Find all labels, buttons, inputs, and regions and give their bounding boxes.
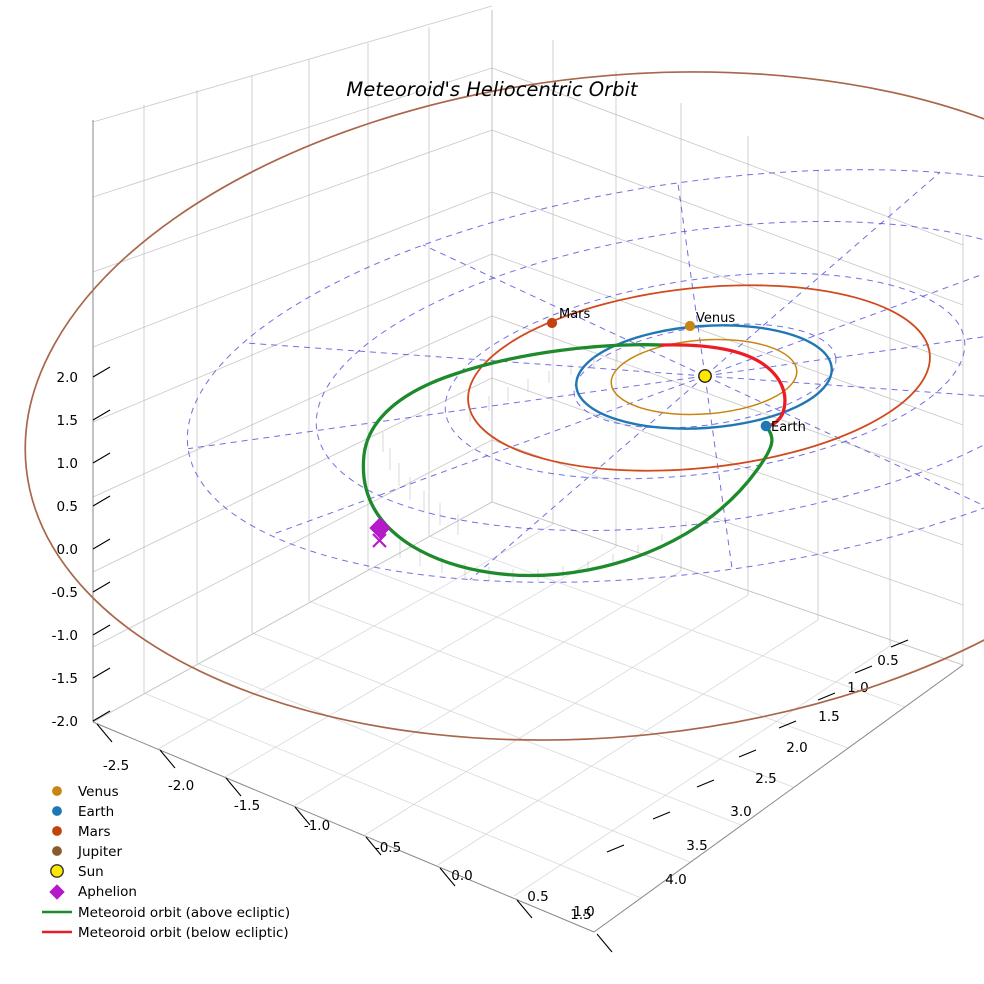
meteoroid-orbit-below-ecliptic: [660, 343, 787, 428]
y-tick-label: 2.5: [755, 771, 776, 787]
circle-marker: [50, 864, 64, 878]
y-axis-ticks: [606, 639, 909, 853]
circle-marker: [52, 786, 62, 796]
jupiter-orbit: [24, 71, 984, 741]
x-tick-label: -1.0: [304, 818, 330, 834]
x-axis-ticks: [96, 723, 613, 953]
legend-label: Sun: [78, 864, 104, 880]
circle-marker: [52, 806, 62, 816]
y-tick-label: 2.0: [786, 740, 807, 756]
z-axis-ticklabels: 2.0 1.5 1.0 0.5 0.0 -0.5 -1.0 -1.5 -2.0: [52, 370, 78, 730]
earth-orbit: [575, 324, 833, 430]
aphelion-projection-x-marker: [372, 533, 387, 548]
axis-lines: [92, 120, 964, 933]
x-tick-label: -2.5: [103, 758, 129, 774]
circle-marker: [52, 846, 62, 856]
legend-item-meteoroid-below[interactable]: Meteoroid orbit (below ecliptic): [42, 925, 289, 941]
legend-label: Venus: [78, 784, 119, 800]
earth-label: Earth: [771, 420, 806, 435]
legend-item-jupiter[interactable]: Jupiter: [52, 844, 123, 860]
legend-item-aphelion[interactable]: Aphelion: [49, 884, 137, 900]
legend-label: Earth: [78, 804, 114, 820]
x-tick-label: -0.5: [375, 840, 401, 856]
earth-marker: [760, 420, 772, 432]
legend: Venus Earth Mars Jupiter Sun: [42, 784, 290, 941]
y-tick-label: 3.5: [686, 838, 707, 854]
venus-marker: [684, 320, 696, 332]
diamond-marker: [49, 884, 65, 900]
mars-marker: [546, 317, 558, 329]
y-tick-label: 1.5: [818, 709, 839, 725]
legend-label: Meteoroid orbit (above ecliptic): [78, 905, 290, 921]
x-tick-label-last: 1.5: [570, 907, 591, 923]
z-tick-label: 1.5: [57, 413, 78, 429]
z-tick-label: -2.0: [52, 714, 78, 730]
venus-orbit: [610, 338, 798, 416]
right-wall-grid: [491, 10, 964, 666]
y-tick-label: 3.0: [730, 804, 751, 820]
aphelion-diamond-marker: [369, 517, 391, 539]
venus-label: Venus: [696, 311, 735, 326]
y-tick-label: 1.0: [847, 680, 868, 696]
circle-marker: [52, 826, 62, 836]
z-tick-label: 2.0: [57, 370, 78, 386]
z-tick-label: -1.5: [52, 671, 78, 687]
z-tick-label: -1.0: [52, 628, 78, 644]
x-tick-label: 0.0: [451, 868, 472, 884]
legend-item-earth[interactable]: Earth: [52, 804, 115, 820]
legend-item-venus[interactable]: Venus: [52, 784, 119, 800]
legend-item-mars[interactable]: Mars: [52, 824, 111, 840]
legend-item-sun[interactable]: Sun: [50, 864, 104, 880]
sun-marker: [698, 369, 712, 383]
y-tick-label: 4.0: [665, 872, 686, 888]
legend-label: Jupiter: [77, 844, 122, 860]
x-axis-ticklabels: -2.5 -2.0 -1.5 -1.0 -0.5 0.0 0.5 1.0 1.5: [103, 758, 595, 923]
z-tick-label: 1.0: [57, 456, 78, 472]
mars-orbit: [467, 284, 931, 472]
legend-item-meteoroid-above[interactable]: Meteoroid orbit (above ecliptic): [42, 905, 290, 921]
z-tick-label: -0.5: [52, 585, 78, 601]
legend-label: Mars: [78, 824, 111, 840]
z-axis-ticks: [92, 366, 111, 722]
mars-label: Mars: [559, 307, 591, 322]
x-tick-label: -2.0: [168, 778, 194, 794]
z-tick-label: 0.0: [57, 542, 78, 558]
meteoroid-orbit-above-ecliptic: [361, 343, 774, 578]
page-title: Meteoroid's Heliocentric Orbit: [346, 78, 639, 101]
x-tick-label: -1.5: [234, 798, 260, 814]
y-axis-ticklabels: 0.5 1.0 1.5 2.0 2.5 3.0 3.5 4.0: [665, 653, 898, 888]
x-tick-label: 1.0: [573, 904, 594, 920]
legend-label: Meteoroid orbit (below ecliptic): [78, 925, 289, 941]
z-tick-label: 0.5: [57, 499, 78, 515]
legend-label: Aphelion: [78, 884, 137, 900]
x-tick-label: 0.5: [527, 889, 548, 905]
y-tick-label: 0.5: [877, 653, 898, 669]
